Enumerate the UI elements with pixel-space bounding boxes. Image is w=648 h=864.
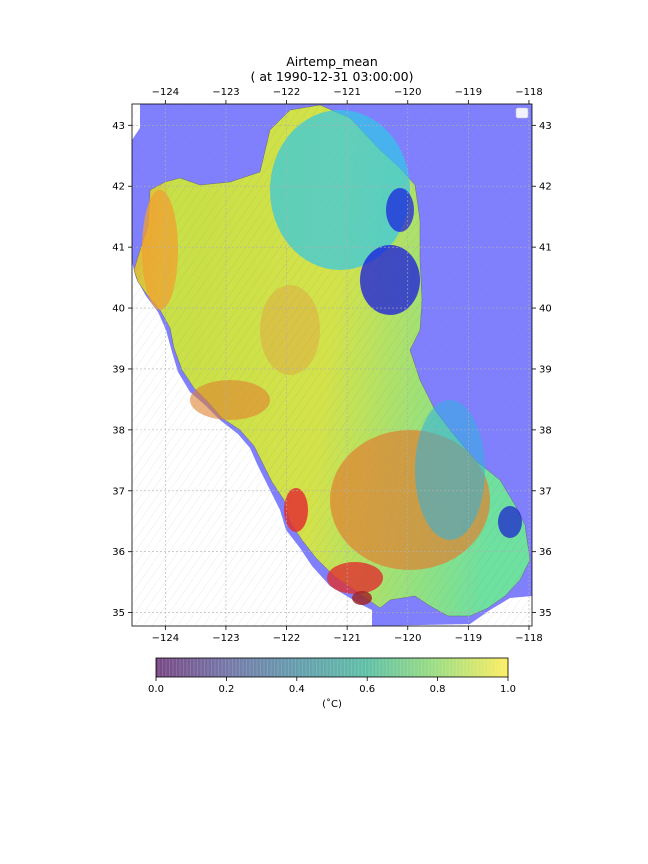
colorbar-frame xyxy=(155,657,509,678)
zone-cold-3 xyxy=(498,506,522,538)
y-tick-label-right: 39 xyxy=(539,364,552,375)
colorbar-tick-label: 0.4 xyxy=(289,684,305,695)
x-tick-label-top: −120 xyxy=(394,87,421,98)
colorbar-tick-label: 0.2 xyxy=(218,684,234,695)
colorbar-stripes xyxy=(158,658,506,677)
y-tick-label-left: 43 xyxy=(112,121,125,132)
y-tick-label-left: 36 xyxy=(112,547,125,558)
zone-coast-orange xyxy=(142,190,178,310)
y-tick-label-left: 41 xyxy=(112,243,125,254)
colorbar-ticks: 0.0 0.2 0.4 0.6 0.8 1.0 xyxy=(148,677,516,695)
chart-subtitle: ( at 1990-12-31 03:00:00) xyxy=(250,69,413,84)
plot-area xyxy=(132,104,532,626)
x-tick-label-bottom: −119 xyxy=(455,633,482,644)
x-tick-label-bottom: −118 xyxy=(515,633,542,644)
x-tick-label-top: −119 xyxy=(455,87,482,98)
colorbar-label: (˚C) xyxy=(322,698,342,710)
zone-cold-1 xyxy=(360,245,420,315)
colorbar-tick-label: 1.0 xyxy=(500,684,516,695)
legend-box xyxy=(515,107,529,119)
x-tick-label-top: −118 xyxy=(515,87,542,98)
chart-title: Airtemp_mean xyxy=(286,54,378,69)
legend xyxy=(515,107,529,119)
zone-south-coast-orange xyxy=(190,380,270,420)
colorbar-tick-label: 0.8 xyxy=(430,684,446,695)
x-tick-label-top: −124 xyxy=(152,87,179,98)
grid-lines xyxy=(132,104,532,626)
x-ticks-top: −124 −123 −122 −121 −120 −119 −118 xyxy=(152,87,543,104)
y-tick-label-right: 40 xyxy=(539,304,552,315)
y-tick-label-left: 39 xyxy=(112,364,125,375)
zone-warm-red-2 xyxy=(327,562,383,594)
y-ticks-left: 35 36 37 38 39 40 41 42 43 xyxy=(112,121,132,619)
x-tick-label-top: −121 xyxy=(333,87,360,98)
x-tick-label-bottom: −123 xyxy=(212,633,239,644)
colorbar-tick-label: 0.6 xyxy=(359,684,375,695)
zone-cold-2 xyxy=(386,188,414,232)
zone-cool-east xyxy=(415,400,485,540)
y-tick-label-right: 35 xyxy=(539,608,552,619)
colorbar: 0.0 0.2 0.4 0.6 0.8 1.0 (˚C) xyxy=(148,657,516,710)
x-tick-label-bottom: −121 xyxy=(333,633,360,644)
y-ticks-right: 35 36 37 38 39 40 41 42 43 xyxy=(532,121,552,619)
zone-warm-dark xyxy=(352,591,372,605)
y-tick-label-left: 42 xyxy=(112,182,125,193)
y-tick-label-right: 36 xyxy=(539,547,552,558)
x-tick-label-bottom: −124 xyxy=(152,633,179,644)
x-tick-label-bottom: −120 xyxy=(394,633,421,644)
axes-frame xyxy=(131,103,533,627)
zone-warm-red-1 xyxy=(284,488,308,532)
y-tick-label-left: 40 xyxy=(112,304,125,315)
x-tick-label-bottom: −122 xyxy=(273,633,300,644)
y-tick-label-right: 43 xyxy=(539,121,552,132)
colorbar-gradient xyxy=(156,658,508,677)
zone-cool-north xyxy=(270,110,410,270)
y-tick-label-left: 38 xyxy=(112,425,125,436)
x-tick-label-top: −122 xyxy=(273,87,300,98)
y-tick-label-right: 37 xyxy=(539,486,552,497)
zone-central-orange xyxy=(260,285,320,375)
y-tick-label-left: 35 xyxy=(112,608,125,619)
colorbar-tick-label: 0.0 xyxy=(148,684,164,695)
y-tick-label-right: 38 xyxy=(539,425,552,436)
y-tick-label-right: 41 xyxy=(539,243,552,254)
y-tick-label-left: 37 xyxy=(112,486,125,497)
x-ticks-bottom: −124 −123 −122 −121 −120 −119 −118 xyxy=(152,626,543,644)
x-tick-label-top: −123 xyxy=(212,87,239,98)
y-tick-label-right: 42 xyxy=(539,182,552,193)
